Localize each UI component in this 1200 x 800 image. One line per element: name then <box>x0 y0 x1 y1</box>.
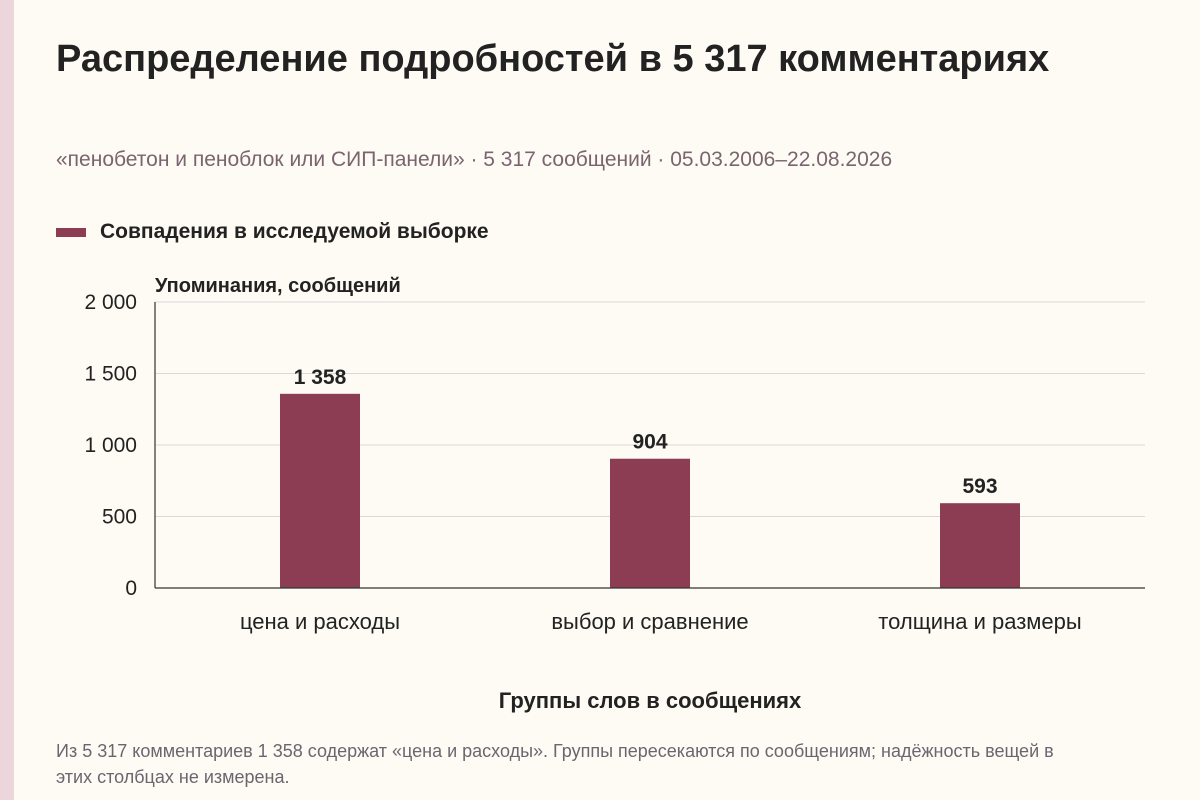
x-axis-title: Группы слов в сообщениях <box>499 688 802 713</box>
legend-swatch <box>56 227 86 237</box>
x-category-label: цена и расходы <box>240 609 400 634</box>
bar <box>610 458 690 588</box>
y-tick-label: 500 <box>102 506 137 529</box>
y-axis-title: Упоминания, сообщений <box>155 275 401 297</box>
x-category-label: выбор и сравнение <box>551 609 748 634</box>
left-accent-strip <box>0 0 14 800</box>
y-tick-label: 1 500 <box>84 363 137 386</box>
y-tick-label: 1 000 <box>84 434 137 457</box>
y-tick-label: 2 000 <box>84 291 137 314</box>
page-subtitle: «пенобетон и пеноблок или СИП-панели» · … <box>56 148 893 171</box>
x-category-label: толщина и размеры <box>878 609 1081 634</box>
footnote: Из 5 317 комментариев 1 358 содержат «це… <box>56 741 1054 787</box>
y-tick-label: 0 <box>125 577 137 600</box>
data-labels: 1 358 904 593 <box>294 366 998 498</box>
y-axis-ticks: 0 500 1 000 1 500 2 000 <box>84 291 137 600</box>
bar-chart: 0 500 1 000 1 500 2 000 1 358 904 593 цена и р… <box>84 275 1145 713</box>
data-label: 904 <box>632 431 667 454</box>
data-label: 593 <box>962 475 997 498</box>
data-label: 1 358 <box>294 366 347 389</box>
chart-legend: Совпадения в исследуемой выборке <box>56 220 489 244</box>
bar <box>940 503 1020 588</box>
legend-label: Совпадения в исследуемой выборке <box>100 220 489 243</box>
bars <box>280 393 1020 588</box>
x-axis-categories: цена и расходы выбор и сравнение толщина и… <box>240 609 1082 634</box>
bar <box>280 393 360 588</box>
page-title: Распределение подробностей в 5 317 комме… <box>56 38 1050 80</box>
